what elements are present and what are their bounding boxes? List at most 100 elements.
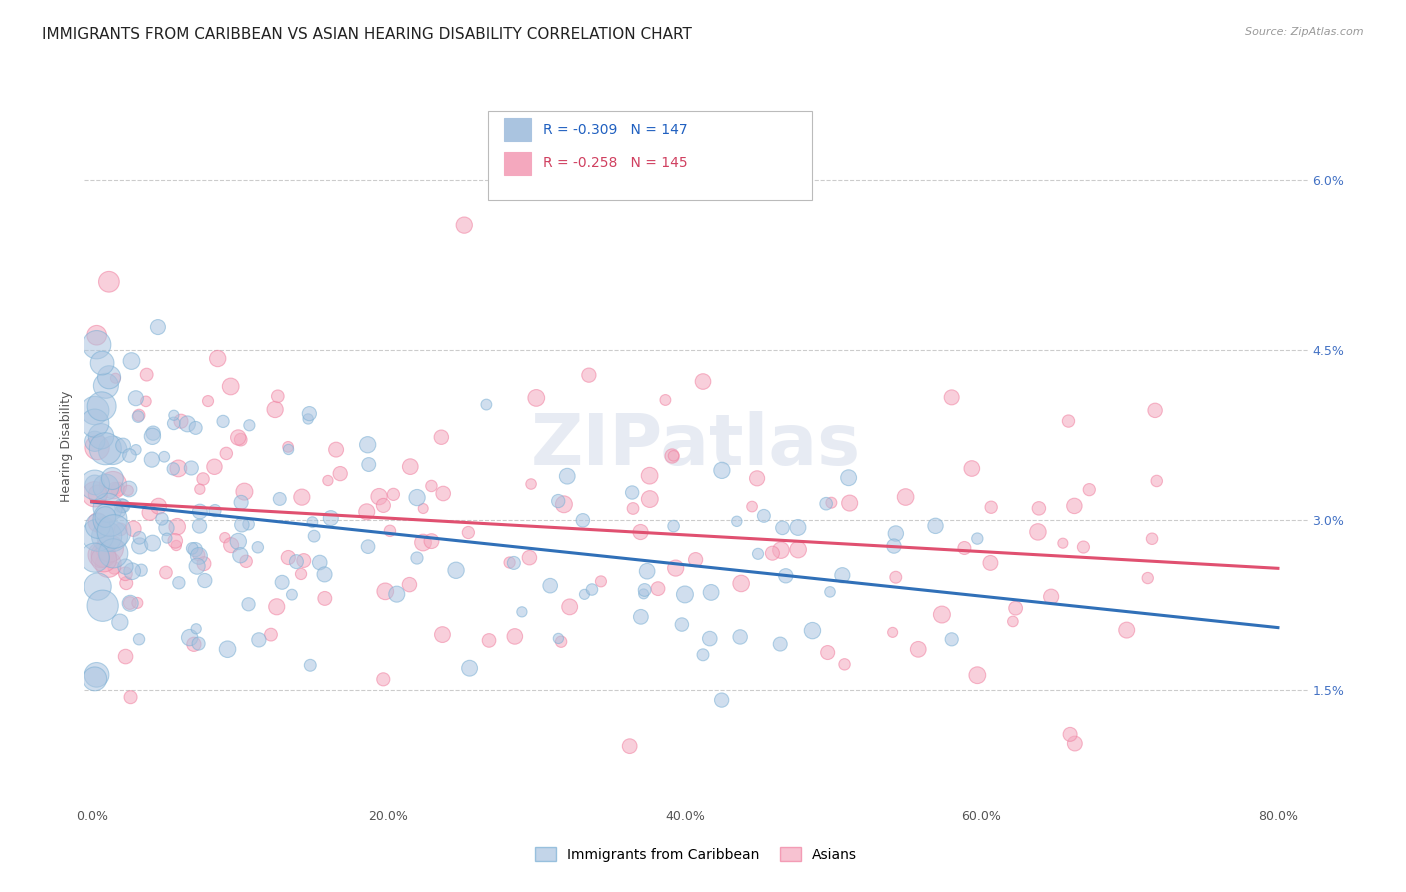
Point (165, 533, 187, 548)
Point (960, 461, 983, 475)
Point (212, 414, 235, 428)
Point (86, 668, 108, 682)
Point (93, 520, 115, 534)
Point (204, 503, 226, 517)
Point (357, 458, 380, 472)
Point (260, 627, 283, 641)
Point (246, 541, 269, 555)
Point (662, 449, 685, 463)
Point (374, 584, 396, 599)
Point (155, 566, 177, 580)
Point (153, 450, 176, 464)
Point (146, 320, 169, 334)
Point (572, 513, 595, 527)
Point (574, 587, 596, 601)
Point (128, 409, 150, 423)
Point (510, 605, 533, 619)
Point (101, 443, 124, 458)
Point (1040, 590, 1063, 604)
Point (831, 568, 853, 582)
Point (1063, 499, 1085, 513)
Point (229, 548, 252, 562)
Point (373, 673, 395, 687)
Point (769, 543, 792, 558)
Point (83, 403, 105, 417)
Point (883, 539, 905, 553)
Point (87, 487, 110, 501)
Point (83, 478, 105, 492)
Point (112, 438, 135, 452)
Point (801, 624, 824, 638)
Point (399, 459, 422, 474)
Point (931, 607, 953, 622)
Point (277, 442, 299, 457)
Point (817, 646, 839, 660)
Point (207, 351, 229, 366)
Point (285, 555, 308, 569)
Point (83, 434, 105, 449)
Point (966, 532, 988, 546)
Point (118, 482, 141, 496)
Point (1063, 737, 1085, 751)
Point (90, 400, 112, 414)
Point (547, 494, 569, 508)
Point (316, 474, 339, 488)
Point (647, 582, 669, 596)
Text: R = -0.309   N = 147: R = -0.309 N = 147 (543, 123, 688, 136)
Point (229, 433, 252, 447)
Point (128, 539, 150, 553)
Point (121, 354, 143, 368)
Point (83, 550, 105, 565)
Point (291, 490, 314, 504)
Point (127, 409, 149, 424)
Point (818, 585, 841, 599)
Bar (503, 152, 531, 175)
Point (176, 417, 198, 431)
Point (86, 441, 108, 455)
Point (502, 556, 524, 570)
Point (1001, 615, 1024, 629)
Point (432, 486, 454, 500)
Point (633, 587, 655, 601)
Point (503, 629, 526, 643)
Point (86, 516, 108, 530)
Point (142, 426, 165, 441)
Point (815, 497, 838, 511)
Point (621, 501, 644, 516)
Point (966, 668, 988, 682)
Text: R = -0.258   N = 145: R = -0.258 N = 145 (543, 156, 688, 170)
Point (547, 632, 569, 646)
Point (141, 429, 163, 443)
Point (148, 499, 170, 513)
Point (86, 328, 108, 343)
Point (980, 500, 1002, 515)
Point (406, 491, 429, 505)
Point (692, 375, 714, 389)
Point (226, 430, 249, 444)
Point (138, 506, 160, 520)
Point (498, 556, 520, 570)
Point (589, 574, 612, 589)
Point (761, 546, 783, 560)
Point (166, 519, 188, 533)
Point (193, 557, 215, 571)
Point (184, 542, 207, 557)
Point (155, 521, 177, 535)
Point (538, 579, 561, 593)
Point (128, 531, 150, 545)
Point (142, 536, 165, 550)
Point (775, 569, 797, 583)
Point (1028, 501, 1050, 516)
Point (118, 449, 141, 463)
Point (520, 477, 543, 491)
Point (314, 591, 336, 606)
Point (699, 632, 721, 646)
Point (820, 496, 842, 510)
Point (277, 550, 299, 565)
Point (378, 524, 401, 538)
Point (94, 480, 117, 494)
Point (165, 539, 187, 553)
Point (741, 500, 763, 514)
Point (941, 390, 963, 404)
Point (101, 529, 124, 543)
